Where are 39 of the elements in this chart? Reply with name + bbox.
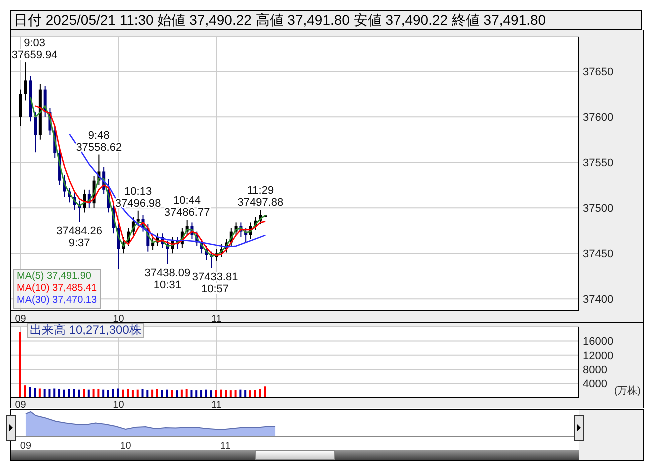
y-axis-title: (万株) <box>614 384 641 398</box>
x-tick-label: 10 <box>120 441 132 452</box>
x-tick-label: 10 <box>113 400 125 412</box>
text: MA(30) 37,470.13 <box>17 295 98 307</box>
annotation: 10:13 <box>124 186 152 198</box>
y-tick-label: 12000 <box>583 350 614 362</box>
y-tick-label: 37500 <box>583 203 614 216</box>
chart-title: 日付 2025/05/21 11:30 始値 37,490.22 高値 37,491.80 安値 37,490.22 終値 37,491.80 <box>10 10 642 30</box>
text: MA(5) 37,491.90 <box>17 271 92 283</box>
y-tick-label: 37650 <box>583 66 614 78</box>
x-tick-label: 09 <box>15 400 27 412</box>
annotation: 10:57 <box>202 283 230 296</box>
y-tick-label: 37600 <box>583 112 614 124</box>
y-tick-label: 37450 <box>583 248 614 261</box>
annotation: 10:31 <box>154 279 182 292</box>
x-tick-label: 11 <box>211 400 222 412</box>
annotation: 37433.81 <box>192 271 238 284</box>
x-tick-label: 11 <box>211 314 222 326</box>
annotation: 11:29 <box>247 185 274 198</box>
y-tick-label: 37400 <box>583 294 614 306</box>
annotation: 37486.77 <box>164 207 210 220</box>
annotation: 10:44 <box>174 195 202 208</box>
annotation: 37438.09 <box>144 267 191 280</box>
y-tick-label: 8000 <box>583 364 608 377</box>
x-tick-label: 11 <box>220 441 232 452</box>
annotation: 37484.26 <box>56 225 102 238</box>
annotation: 9:03 <box>24 38 46 50</box>
annotation: 9:48 <box>88 130 110 142</box>
x-tick-label: 10 <box>113 314 125 326</box>
y-tick-label: 37550 <box>583 158 614 170</box>
annotation: 9:37 <box>68 237 90 250</box>
x-tick-label: 09 <box>15 314 27 326</box>
y-tick-label: 4000 <box>583 378 608 391</box>
annotation: 37497.88 <box>238 197 284 210</box>
text: MA(10) 37,485.41 <box>17 283 98 295</box>
x-tick-label: 09 <box>20 441 32 452</box>
y-tick-label: 16000 <box>583 336 614 348</box>
annotation: 37659.94 <box>12 50 58 62</box>
chart-title: 出来高 10,271,300株 <box>27 323 144 338</box>
